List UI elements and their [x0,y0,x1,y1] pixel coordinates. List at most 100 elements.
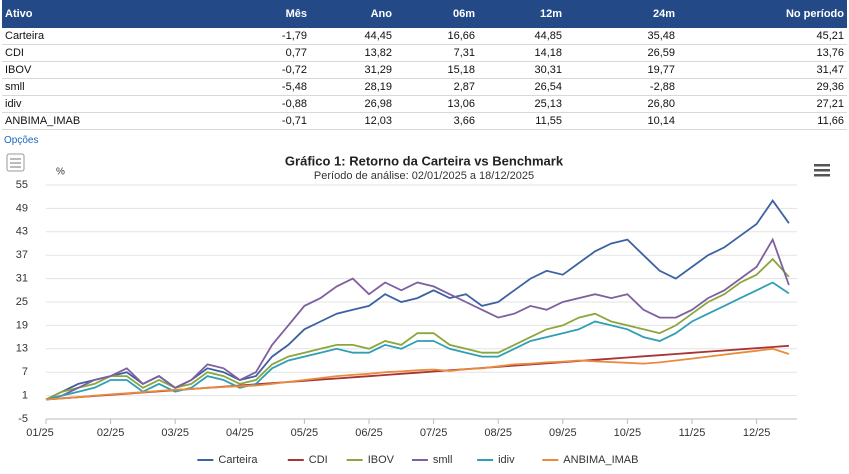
y-tick-label: 7 [22,366,28,378]
series-line [45,237,790,401]
y-axis-label: % [56,167,65,178]
x-tick-label: 02/25 [97,427,125,439]
legend-label: ANBIMA_IMAB [563,454,638,466]
table-cell: 10,14 [565,112,678,130]
returns-table: Ativo Mês Ano 06m 12m 24m No período Carteira -… [2,0,847,130]
table-cell: 19,77 [565,61,678,79]
table-cell: 26,54 [478,78,565,96]
table-cell: 25,13 [478,95,565,113]
x-tick-label: 11/25 [679,427,706,439]
table-cell: 31,47 [678,61,847,79]
series-line [45,347,790,401]
table-cell: IBOV [2,61,222,79]
table-cell: 27,21 [678,95,847,113]
legend-item[interactable]: smll [411,454,453,466]
header-row: Ativo Mês Ano 06m 12m 24m No período [2,0,847,28]
table-cell: 26,98 [310,95,395,113]
table-cell: -5,48 [222,78,310,96]
menu-icon[interactable] [814,164,830,177]
table-cell: -2,88 [565,78,678,96]
table-row: IBOV -0,72 31,29 15,18 30,31 19,77 31,47 [2,61,847,79]
table-cell: -0,88 [222,95,310,113]
table-cell: 2,87 [395,78,478,96]
legend-label: idiv [498,454,515,466]
table-cell: 29,36 [678,78,847,96]
chart: Gráfico 1: Retorno da Carteira vs Benchm… [6,153,830,466]
x-tick-label: 12/25 [743,427,771,439]
table-cell: 11,66 [678,112,847,130]
table-cell: -0,72 [222,61,310,79]
column-header: No período [678,0,847,28]
y-tick-label: 49 [16,202,28,214]
y-tick-label: 37 [16,249,28,261]
table-cell: 3,66 [395,112,478,130]
table-cell: 30,31 [478,61,565,79]
legend-label: CDI [309,454,328,466]
legend-item[interactable]: Carteira [197,454,258,466]
table-cell: 13,76 [678,44,847,62]
legend-item[interactable]: IBOV [346,454,395,466]
column-header: Ano [310,0,395,28]
table-cell: 44,85 [478,28,565,45]
table-cell: 16,66 [395,28,478,45]
table-cell: 26,59 [565,44,678,62]
table-cell: 26,80 [565,95,678,113]
table-row: ANBIMA_IMAB -0,71 12,03 3,66 11,55 10,14 11,66 [2,112,847,130]
table-cell: -1,79 [222,28,310,45]
legend-label: Carteira [218,454,258,466]
table-cell: 13,06 [395,95,478,113]
table-cell: 28,19 [310,78,395,96]
x-tick-label: 07/25 [420,427,448,439]
x-tick-label: 04/25 [226,427,254,439]
table-cell: 45,21 [678,28,847,45]
menu-bar [814,164,830,167]
table-cell: 7,31 [395,44,478,62]
options-link[interactable]: Opções [4,135,39,146]
column-header: 06m [395,0,478,28]
legend-item[interactable]: CDI [287,454,328,466]
column-header: Mês [222,0,310,28]
table-body: Carteira -1,79 44,45 16,66 44,85 35,48 45,21 CD… [2,28,847,130]
table-cell: 12,03 [310,112,395,130]
legend-item[interactable]: idiv [477,454,515,466]
table-row: CDI 0,77 13,82 7,31 14,18 26,59 13,76 [2,44,847,62]
series-line [45,281,790,401]
x-tick-label: 03/25 [161,427,189,439]
table-cell: -0,71 [222,112,310,130]
x-tick-label: 09/25 [549,427,577,439]
table-cell: 35,48 [565,28,678,45]
legend-label: smll [433,454,453,466]
column-header: 12m [478,0,565,28]
y-tick-label: 25 [16,296,28,308]
x-tick-label: 08/25 [484,427,512,439]
table-row: Carteira -1,79 44,45 16,66 44,85 35,48 45,21 [2,28,847,45]
legend-item[interactable]: ANBIMA_IMAB [542,454,638,466]
y-tick-label: 1 [22,390,28,402]
y-tick-label: 19 [16,319,28,331]
table-cell: 0,77 [222,44,310,62]
table-cell: 13,82 [310,44,395,62]
table-cell: 15,18 [395,61,478,79]
x-tick-label: 06/25 [355,427,383,439]
table-cell: 14,18 [478,44,565,62]
x-tick-label: 10/25 [614,427,642,439]
table-cell: ANBIMA_IMAB [2,112,222,130]
chart-title: Gráfico 1: Retorno da Carteira vs Benchm… [285,153,564,168]
table-cell: CDI [2,44,222,62]
table-cell: idiv [2,95,222,113]
y-tick-label: 43 [16,226,28,238]
column-header: 24m [565,0,678,28]
table-row: idiv -0,88 26,98 13,06 25,13 26,80 27,21 [2,95,847,113]
series-line [45,257,790,401]
y-tick-label: 31 [16,273,28,285]
table-cell: 44,45 [310,28,395,45]
table-cell: Carteira [2,28,222,45]
table-cell: 31,29 [310,61,395,79]
y-tick-label: -5 [18,413,28,425]
table-row: smll -5,48 28,19 2,87 26,54 -2,88 29,36 [2,78,847,96]
x-tick-label: 05/25 [291,427,319,439]
menu-bar [814,174,830,177]
table-cell: 11,55 [478,112,565,130]
y-tick-label: 13 [16,343,28,355]
